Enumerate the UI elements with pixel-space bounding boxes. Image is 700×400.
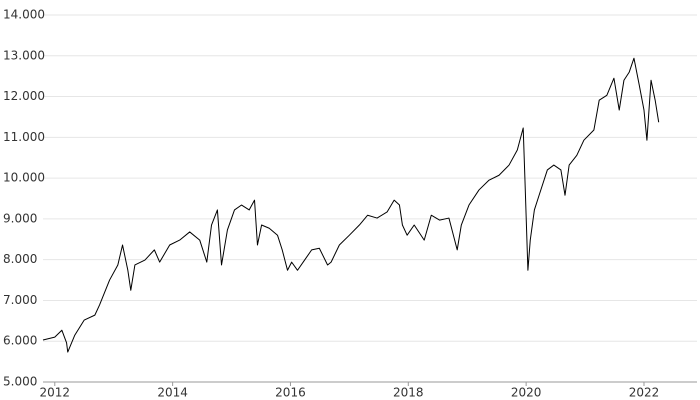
y-tick-label: 12.000 <box>3 89 45 103</box>
x-tick-label: 2014 <box>157 386 188 400</box>
data-line <box>42 57 660 353</box>
y-tick-label: 10.000 <box>3 171 45 185</box>
y-tick-label: 13.000 <box>3 48 45 62</box>
y-tick-label: 9.000 <box>3 211 37 225</box>
y-tick-label: 11.000 <box>3 130 45 144</box>
x-tick-label: 2016 <box>275 386 306 400</box>
y-tick-label: 5.000 <box>3 375 37 389</box>
y-tick-label: 14.000 <box>3 8 45 22</box>
y-tick-label: 6.000 <box>3 334 37 348</box>
y-tick-label: 7.000 <box>3 293 37 307</box>
x-tick-label: 2020 <box>511 386 542 400</box>
x-tick-label: 2022 <box>629 386 660 400</box>
y-tick-label: 8.000 <box>3 252 37 266</box>
x-tick-label: 2018 <box>393 386 424 400</box>
x-tick-label: 2012 <box>40 386 71 400</box>
